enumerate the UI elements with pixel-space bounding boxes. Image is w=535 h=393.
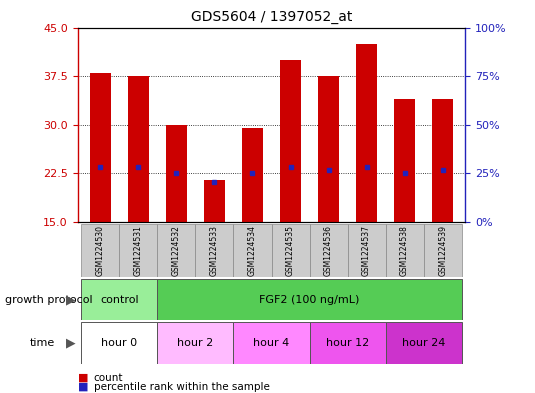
Bar bbox=[81, 279, 157, 320]
Bar bbox=[310, 224, 348, 277]
Bar bbox=[128, 76, 149, 222]
Text: ▶: ▶ bbox=[66, 293, 76, 306]
Text: GSM1224535: GSM1224535 bbox=[286, 225, 295, 276]
Text: time: time bbox=[29, 338, 55, 348]
Text: GSM1224534: GSM1224534 bbox=[248, 225, 257, 276]
Text: GSM1224533: GSM1224533 bbox=[210, 225, 219, 276]
Bar bbox=[424, 224, 462, 277]
Text: GSM1224530: GSM1224530 bbox=[96, 225, 105, 276]
Text: growth protocol: growth protocol bbox=[5, 295, 93, 305]
Text: hour 12: hour 12 bbox=[326, 338, 369, 348]
Text: GSM1224539: GSM1224539 bbox=[438, 225, 447, 276]
Text: control: control bbox=[100, 295, 139, 305]
Bar bbox=[233, 224, 272, 277]
Bar bbox=[81, 224, 119, 277]
Text: GSM1224532: GSM1224532 bbox=[172, 225, 181, 276]
Bar bbox=[157, 322, 233, 364]
Bar bbox=[280, 60, 301, 222]
Bar bbox=[242, 128, 263, 222]
Text: percentile rank within the sample: percentile rank within the sample bbox=[94, 382, 270, 392]
Bar bbox=[81, 322, 157, 364]
Bar bbox=[271, 224, 310, 277]
Text: GSM1224531: GSM1224531 bbox=[134, 225, 143, 276]
Text: hour 0: hour 0 bbox=[101, 338, 137, 348]
Text: FGF2 (100 ng/mL): FGF2 (100 ng/mL) bbox=[259, 295, 360, 305]
Text: GSM1224537: GSM1224537 bbox=[362, 225, 371, 276]
Text: hour 24: hour 24 bbox=[402, 338, 445, 348]
Bar bbox=[394, 99, 415, 222]
Text: GSM1224538: GSM1224538 bbox=[400, 225, 409, 276]
Bar bbox=[356, 44, 377, 222]
Bar bbox=[432, 99, 453, 222]
Bar bbox=[310, 322, 386, 364]
Bar bbox=[166, 125, 187, 222]
Bar bbox=[90, 73, 111, 222]
Bar bbox=[233, 322, 310, 364]
Bar bbox=[386, 224, 424, 277]
Bar bbox=[318, 76, 339, 222]
Bar bbox=[204, 180, 225, 222]
Title: GDS5604 / 1397052_at: GDS5604 / 1397052_at bbox=[191, 10, 352, 24]
Bar bbox=[157, 279, 462, 320]
Text: ■: ■ bbox=[78, 373, 88, 383]
Text: count: count bbox=[94, 373, 123, 383]
Bar bbox=[119, 224, 157, 277]
Bar bbox=[195, 224, 233, 277]
Bar bbox=[348, 224, 386, 277]
Text: ■: ■ bbox=[78, 382, 88, 392]
Text: hour 2: hour 2 bbox=[177, 338, 213, 348]
Bar bbox=[386, 322, 462, 364]
Text: hour 4: hour 4 bbox=[254, 338, 289, 348]
Text: GSM1224536: GSM1224536 bbox=[324, 225, 333, 276]
Text: ▶: ▶ bbox=[66, 336, 76, 349]
Bar bbox=[157, 224, 195, 277]
